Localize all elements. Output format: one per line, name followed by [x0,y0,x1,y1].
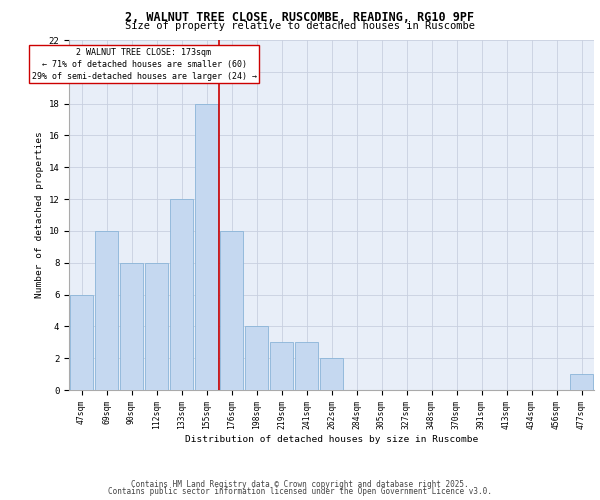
Bar [570,374,593,390]
Bar [95,231,118,390]
X-axis label: Distribution of detached houses by size in Ruscombe: Distribution of detached houses by size … [185,434,478,444]
Bar [245,326,268,390]
Bar [295,342,318,390]
Text: Contains HM Land Registry data © Crown copyright and database right 2025.: Contains HM Land Registry data © Crown c… [131,480,469,489]
Bar [220,231,243,390]
Bar [320,358,343,390]
Text: 2, WALNUT TREE CLOSE, RUSCOMBE, READING, RG10 9PF: 2, WALNUT TREE CLOSE, RUSCOMBE, READING,… [125,11,475,24]
Text: Contains public sector information licensed under the Open Government Licence v3: Contains public sector information licen… [108,487,492,496]
Text: 2 WALNUT TREE CLOSE: 173sqm
← 71% of detached houses are smaller (60)
29% of sem: 2 WALNUT TREE CLOSE: 173sqm ← 71% of det… [32,48,257,80]
Bar [70,294,93,390]
Bar [120,262,143,390]
Text: Size of property relative to detached houses in Ruscombe: Size of property relative to detached ho… [125,21,475,31]
Bar [145,262,168,390]
Bar [170,199,193,390]
Bar [195,104,218,390]
Bar [270,342,293,390]
Y-axis label: Number of detached properties: Number of detached properties [35,132,44,298]
